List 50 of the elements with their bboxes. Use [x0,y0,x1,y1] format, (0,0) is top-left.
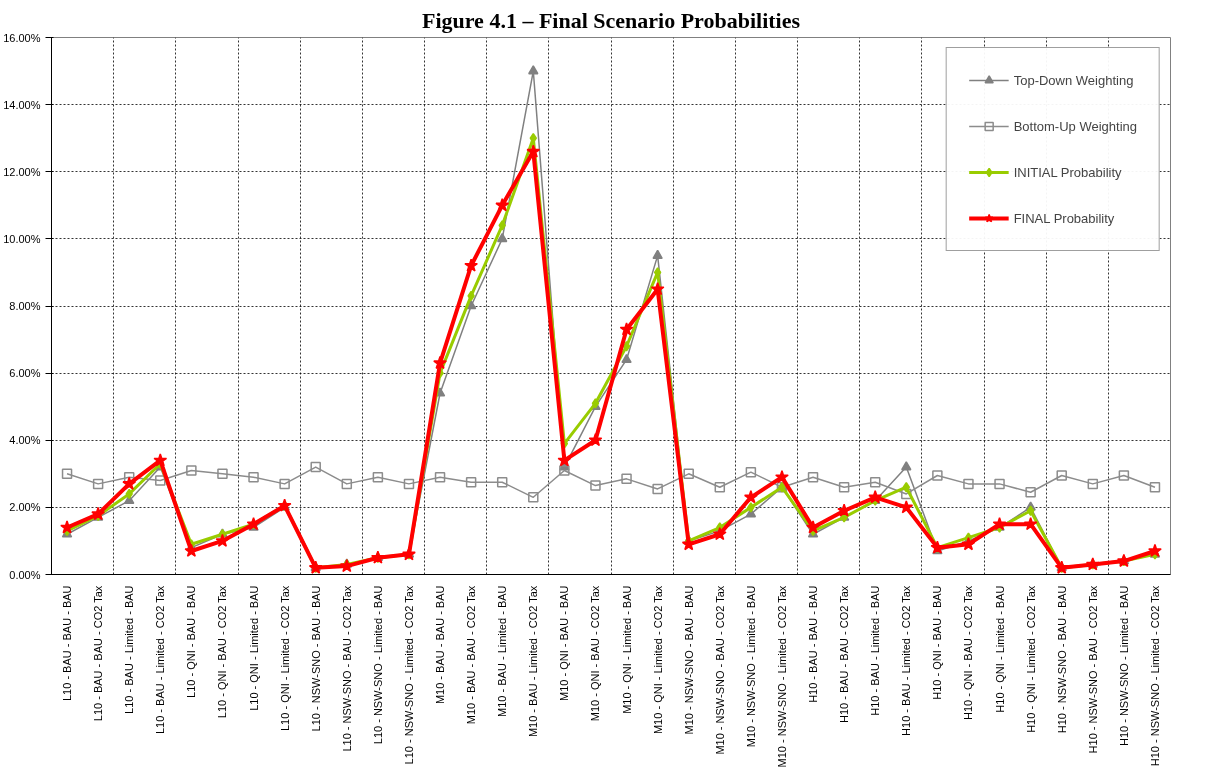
y-tick-label: 6.00% [9,367,41,380]
legend-label: FINAL Probability [1013,210,1115,226]
y-tick-label: 8.00% [9,300,41,312]
x-tick-label: L10 - NSW-SNO - BAU - BAU [309,585,322,732]
x-tick-label: H10 - QNI - Limited - CO2 Tax [1024,585,1037,733]
x-tick-label: L10 - NSW-SNO - Limited - CO2 Tax [402,585,415,765]
x-tick-label: L10 - NSW-SNO - Limited - BAU [371,585,384,745]
legend-label: INITIAL Probability [1013,164,1122,180]
x-tick-label: H10 - QNI - BAU - BAU [931,585,944,700]
x-tick-label: M10 - QNI - BAU - CO2 Tax [589,585,602,722]
x-tick-label: L10 - QNI - BAU - CO2 Tax [216,585,229,719]
y-tick-label: 12.00% [3,165,41,178]
x-tick-label: M10 - QNI - Limited - BAU [620,585,633,714]
x-tick-label: L10 - NSW-SNO - BAU - CO2 Tax [340,585,353,752]
x-tick-label: H10 - NSW-SNO - Limited - CO2 Tax [1148,585,1161,767]
x-tick-label: L10 - QNI - BAU - BAU [185,585,198,698]
chart-title: Figure 4.1 – Final Scenario Probabilities [421,7,801,33]
x-tick-label: H10 - NSW-SNO - BAU - CO2 Tax [1086,585,1099,754]
x-tick-label: M10 - BAU - BAU - CO2 Tax [465,585,478,725]
x-tick-label: H10 - NSW-SNO - BAU - BAU [1055,585,1068,734]
x-tick-label: H10 - QNI - BAU - CO2 Tax [962,585,975,720]
x-tick-label: H10 - NSW-SNO - Limited - BAU [1117,585,1130,747]
x-tick-label: M10 - QNI - BAU - BAU [558,585,571,702]
x-tick-label: L10 - QNI - Limited - BAU [247,585,260,711]
y-tick-label: 14.00% [3,98,41,111]
x-tick-label: M10 - NSW-SNO - BAU - BAU [682,585,695,735]
x-tick-label: M10 - NSW-SNO - BAU - CO2 Tax [713,585,726,755]
y-tick-label: 4.00% [9,434,41,447]
x-tick-label: H10 - BAU - Limited - BAU [869,585,882,716]
x-tick-label: L10 - BAU - BAU - CO2 Tax [92,585,105,722]
x-tick-label: L10 - QNI - Limited - CO2 Tax [278,585,291,731]
y-tick-label: 16.00% [3,31,41,44]
x-tick-label: L10 - BAU - Limited - BAU [123,585,136,714]
y-tick-label: 10.00% [3,232,41,245]
x-tick-label: M10 - BAU - Limited - CO2 Tax [527,585,540,738]
y-tick-label: 0.00% [9,568,41,581]
x-tick-label: M10 - NSW-SNO - Limited - CO2 Tax [775,585,788,768]
x-tick-label: M10 - NSW-SNO - Limited - BAU [744,585,757,748]
x-tick-label: H10 - BAU - BAU - BAU [807,585,820,703]
x-tick-label: H10 - QNI - Limited - BAU [993,585,1006,713]
x-tick-label: M10 - BAU - Limited - BAU [496,585,509,717]
y-tick-label: 2.00% [9,501,41,514]
x-tick-label: M10 - BAU - BAU - BAU [434,585,447,705]
x-tick-label: L10 - BAU - Limited - CO2 Tax [154,585,167,735]
x-tick-label: L10 - BAU - BAU - BAU [61,585,74,702]
legend-label: Bottom-Up Weighting [1013,118,1137,134]
x-tick-label: H10 - BAU - Limited - CO2 Tax [900,585,913,736]
x-tick-label: H10 - BAU - BAU - CO2 Tax [838,585,851,724]
x-tick-label: M10 - QNI - Limited - CO2 Tax [651,585,664,735]
legend-label: Top-Down Weighting [1013,72,1134,88]
